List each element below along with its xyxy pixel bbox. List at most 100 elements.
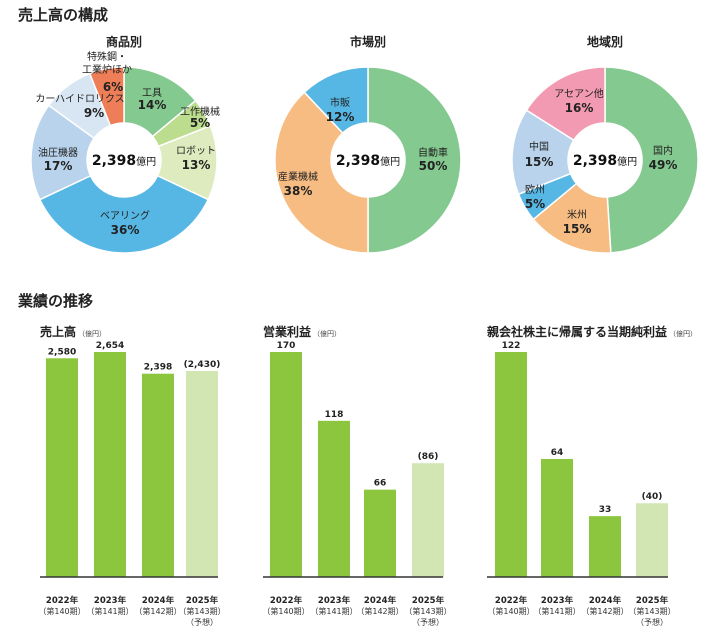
x-tick-label: 2022年 [46, 595, 79, 606]
pie-slice-percent: 50% [419, 159, 448, 173]
bar-chart-title-text: 親会社株主に帰属する当期純利益 [487, 324, 667, 339]
x-tick-sublabel: （第140期） [38, 606, 85, 616]
pie-slice [88, 66, 125, 127]
pie-slice-label: 市販 [330, 96, 350, 109]
x-tick-label: 2023年 [318, 595, 351, 606]
bar [495, 352, 527, 577]
pie-slice-label: 油圧機器 [38, 146, 78, 159]
pie-slice [38, 174, 210, 254]
x-tick-label: 2024年 [589, 595, 622, 606]
bar [270, 352, 302, 577]
pie-slice-label: 米州 [567, 208, 587, 221]
bar-value-label: (86) [418, 452, 439, 462]
bar-value-label: (40) [642, 492, 663, 502]
bar-value-label: (2,430) [184, 360, 221, 370]
bar-value-label: 2,398 [144, 363, 172, 373]
pie-center-unit: 億円 [617, 155, 637, 168]
bar-value-label: 122 [502, 341, 521, 351]
x-tick-label: 2025年 [412, 595, 445, 606]
x-tick-sublabel: （第143期） [628, 606, 675, 616]
pie-center-label: 2,398億円 [573, 153, 637, 169]
x-tick-forecast-note: （予想） [412, 617, 444, 627]
pie-center-value: 2,398 [573, 153, 617, 169]
pie-slice-label: 欧州 [525, 184, 545, 196]
x-tick-sublabel: （第140期） [487, 606, 534, 616]
performance-heading: 業績の推移 [17, 292, 93, 310]
bar-forecast [412, 463, 444, 577]
x-tick-sublabel: （第142期） [581, 606, 628, 616]
bar-value-label: 2,654 [96, 341, 124, 351]
pie-center-value: 2,398 [336, 153, 380, 169]
pie-slice-label: 自動車 [418, 146, 448, 159]
x-tick-sublabel: （第143期） [404, 606, 451, 616]
bar-chart-unit: （億円） [669, 329, 697, 338]
pie-slice-percent: 14% [138, 98, 167, 112]
pie-slice-label: ベアリング [100, 209, 150, 222]
bar-chart-title: 営業利益 （億円） [263, 324, 341, 339]
pie-slice-label: 工具 [142, 87, 162, 99]
pie-center-unit: 億円 [380, 155, 400, 168]
bar-chart-unit: （億円） [78, 329, 106, 338]
pie-title: 地域別 [587, 34, 623, 49]
bar-forecast [186, 370, 218, 577]
pie-slice-percent: 5% [190, 116, 210, 130]
pie-slice [30, 104, 96, 201]
x-tick-label: 2022年 [270, 595, 303, 606]
x-tick-label: 2022年 [495, 595, 528, 606]
pie-center-label: 2,398億円 [336, 153, 400, 169]
bar-value-label: 33 [599, 505, 612, 515]
x-tick-sublabel: （第141期） [533, 606, 580, 616]
bar [541, 458, 573, 577]
pie-slice-label: 中国 [529, 140, 549, 153]
pie-slice-percent: 13% [182, 158, 211, 172]
pie-title: 商品別 [106, 34, 142, 49]
x-tick-label: 2025年 [186, 595, 219, 606]
pie-slice [525, 66, 606, 142]
bar-chart-operating-profit: 営業利益 （億円） 170 2022年（第140期） 118 2023年（第141期） 66… [262, 324, 451, 627]
bar-value-label: 66 [374, 479, 387, 489]
bar-chart-title-text: 営業利益 [263, 324, 311, 339]
bar-forecast [636, 503, 668, 577]
pie-slice-label: アセアン他 [554, 87, 603, 100]
x-tick-sublabel: （第141期） [86, 606, 133, 616]
x-tick-sublabel: （第141期） [310, 606, 357, 616]
x-tick-label: 2023年 [94, 595, 127, 606]
pie-slice-percent: 9% [84, 106, 104, 120]
pie-title: 市場別 [350, 34, 386, 49]
bar-value-label: 2,580 [48, 347, 76, 357]
pie-slice [274, 91, 369, 254]
composition-heading: 売上高の構成 [18, 6, 108, 24]
x-tick-sublabel: （第143期） [178, 606, 225, 616]
x-tick-sublabel: （第142期） [356, 606, 403, 616]
bar-chart-net-income: 親会社株主に帰属する当期純利益 （億円） 122 2022年（第140期） 64 2023… [487, 324, 697, 627]
pie-slice-percent: 15% [563, 222, 592, 236]
bar-value-label: 64 [551, 448, 564, 458]
pie-center-unit: 億円 [136, 155, 156, 168]
pie-slice-percent: 12% [326, 110, 355, 124]
bar [364, 489, 396, 577]
bar-value-label: 118 [325, 410, 344, 420]
x-tick-label: 2024年 [142, 595, 175, 606]
pie-slice-label: カーハイドロリクス [35, 93, 124, 105]
pie-slice-label: 工業炉ほか [82, 63, 132, 76]
x-tick-label: 2025年 [636, 595, 669, 606]
bar [589, 516, 621, 577]
pie-center-value: 2,398 [92, 153, 136, 169]
bar [46, 358, 78, 577]
pie-slice-label: 産業機械 [278, 170, 318, 183]
pie-slice-percent: 17% [44, 159, 73, 173]
bar-value-label: 170 [277, 341, 296, 351]
pie-slice [367, 66, 462, 254]
pie-center-label: 2,398億円 [92, 153, 156, 169]
bar [94, 352, 126, 577]
bar-chart-title: 売上高 （億円） [40, 324, 106, 339]
bar-chart-title-text: 売上高 [40, 324, 76, 339]
x-tick-forecast-note: （予想） [186, 617, 218, 627]
x-tick-label: 2023年 [541, 595, 574, 606]
pie-slice-label: 特殊鋼・ [87, 50, 127, 63]
pie-slice-label: 国内 [653, 144, 673, 157]
